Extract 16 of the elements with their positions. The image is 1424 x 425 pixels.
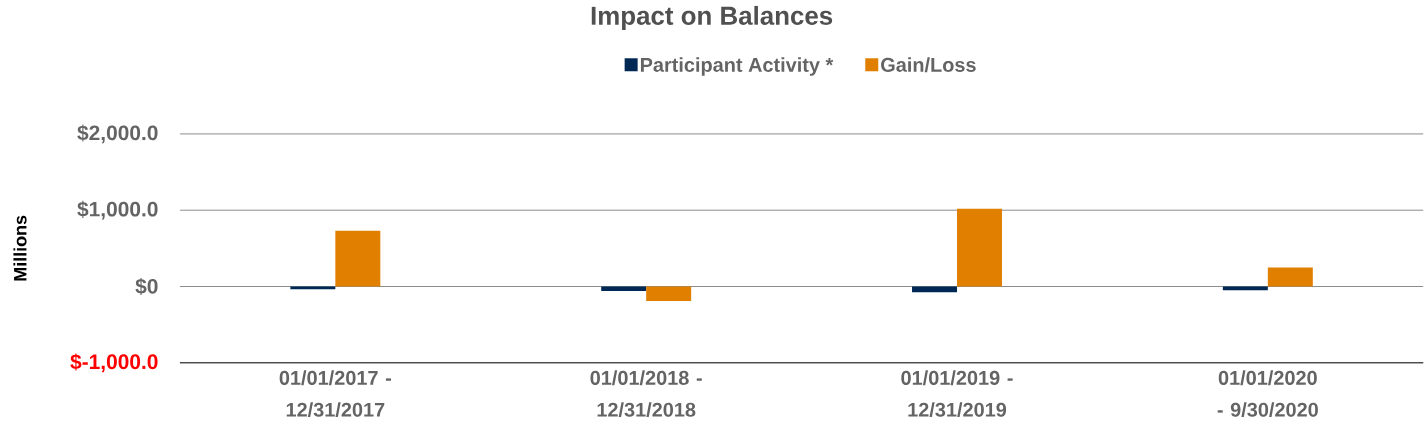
legend-label: Gain/Loss (881, 57, 976, 73)
y-tick-label: $2,000.0 (77, 124, 158, 144)
y-tick-label: $0 (135, 278, 158, 296)
y-tick-label: $1,000.0 (77, 200, 158, 220)
bar (957, 208, 1002, 287)
x-tick-label: 01/01/2017 - 12/31/2017 (279, 370, 391, 418)
bar (1267, 267, 1313, 287)
bar (335, 230, 381, 287)
y-axis-title: Millions (13, 215, 27, 281)
bar (646, 286, 692, 302)
x-tick-label: 01/01/2018 - 12/31/2018 (590, 370, 702, 418)
y-tick-label: $-1,000.0 (70, 353, 158, 373)
x-tick-label: 01/01/2020 - 9/30/2020 (1217, 370, 1318, 418)
x-tick-label: 01/01/2019 - 12/31/2019 (901, 370, 1013, 418)
chart-title: Impact on Balances (591, 6, 833, 31)
legend-label: Participant Activity * (640, 57, 834, 76)
